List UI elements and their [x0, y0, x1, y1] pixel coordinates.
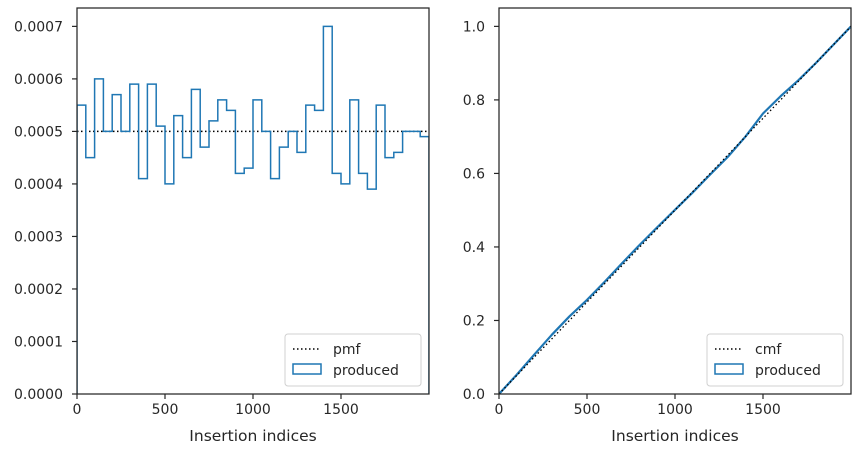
- x-tick-label: 1000: [235, 402, 271, 418]
- y-tick-label: 0.0002: [14, 282, 63, 298]
- chart-pmf: 0 500 1000 1500 0.0000 0.0001 0.0002 0.0003 0.00…: [14, 7, 430, 445]
- plot-area: [499, 25, 851, 394]
- plot-area: [77, 25, 429, 394]
- y-tick-label: 0.8: [463, 93, 485, 109]
- legend-label-produced: produced: [333, 363, 399, 379]
- y-tick-label: 0.0007: [14, 19, 63, 35]
- y-tick-label: 0.0000: [14, 387, 63, 403]
- legend-frame: [284, 333, 422, 387]
- y-tick-label: 0.0003: [14, 229, 63, 245]
- x-tick-label: 1000: [657, 402, 693, 418]
- legend-label-pmf: pmf: [333, 342, 362, 358]
- x-tick-label: 1500: [323, 402, 359, 418]
- y-tick-label: 0.0: [463, 387, 485, 403]
- y-tick-label: 0.4: [463, 240, 485, 256]
- chart-cmf: 0 500 1000 1500 0.0 0.2 0.4 0.6 0.8 1.0 Insertion …: [463, 7, 852, 445]
- y-tick-label: 0.0001: [14, 334, 63, 350]
- x-axis-label: Insertion indices: [611, 427, 738, 445]
- legend-label-produced: produced: [755, 363, 821, 379]
- legend-swatch-produced: [714, 363, 744, 375]
- y-tick-label: 0.0005: [14, 124, 63, 140]
- y-tick-label: 0.0006: [14, 72, 63, 88]
- y-tick-label: 0.6: [463, 166, 485, 182]
- series-cmf-line: [499, 25, 851, 394]
- y-tick-label: 0.0004: [14, 177, 63, 193]
- x-tick-label: 500: [574, 402, 601, 418]
- legend: pmf produced: [284, 333, 422, 387]
- legend-label-cmf: cmf: [755, 342, 782, 358]
- legend-frame: [706, 333, 844, 387]
- x-axis-label: Insertion indices: [189, 427, 316, 445]
- y-tick-label: 0.2: [463, 313, 485, 329]
- legend: cmf produced: [706, 333, 844, 387]
- legend-swatch-produced: [292, 363, 322, 375]
- x-tick-label: 0: [73, 402, 82, 418]
- series-produced-step: [77, 25, 429, 394]
- x-tick-label: 500: [152, 402, 179, 418]
- y-tick-label: 1.0: [463, 19, 485, 35]
- x-tick-label: 1500: [745, 402, 781, 418]
- x-tick-label: 0: [495, 402, 504, 418]
